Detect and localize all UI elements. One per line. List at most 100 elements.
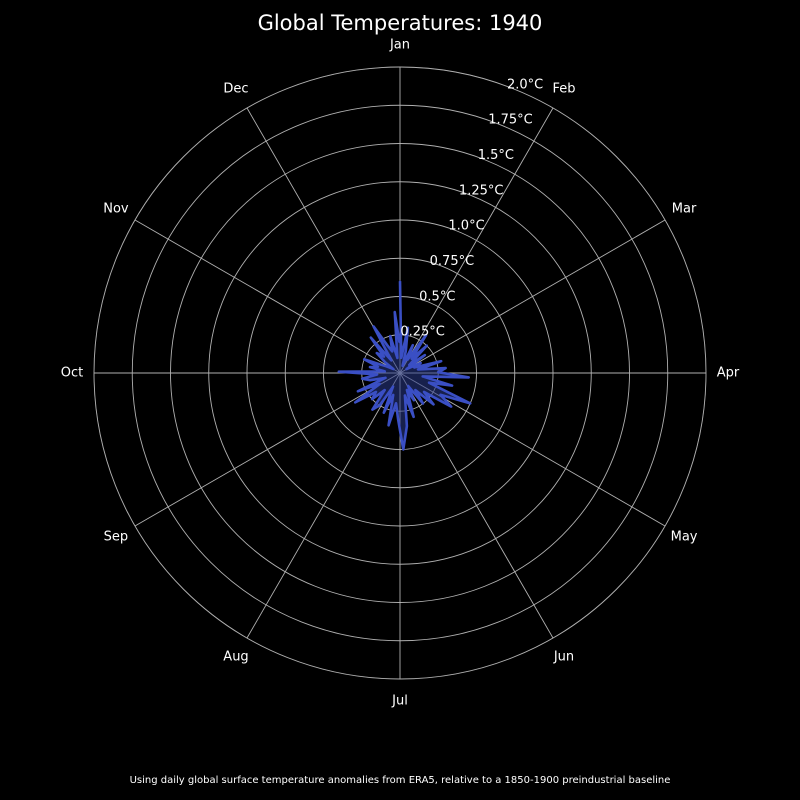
data-point [392, 394, 394, 396]
month-label-feb: Feb [552, 81, 575, 96]
data-point [398, 341, 401, 344]
data-point [369, 379, 372, 381]
data-point [406, 358, 409, 361]
radial-tick-label-3: 1.0°C [448, 219, 484, 234]
series-layer [337, 280, 472, 451]
data-point [392, 368, 395, 370]
data-point [385, 365, 388, 368]
data-point [390, 359, 393, 362]
data-point [412, 416, 415, 418]
data-point [407, 326, 409, 329]
data-point [400, 356, 403, 359]
data-point [432, 403, 435, 406]
data-point [428, 381, 430, 384]
data-point [410, 358, 413, 360]
data-point [357, 390, 359, 393]
month-label-apr: Apr [717, 366, 740, 381]
angular-gridline-8 [134, 372, 401, 527]
data-point [392, 385, 394, 388]
month-label-jul: Jul [391, 694, 408, 709]
chart-caption: Using daily global surface temperature a… [130, 775, 671, 786]
data-point [423, 391, 425, 393]
data-point [407, 385, 409, 387]
month-label-jan: Jan [389, 38, 410, 53]
data-point [393, 311, 396, 313]
data-point [371, 408, 374, 411]
month-label-jun: Jun [553, 650, 574, 665]
data-point [383, 411, 385, 414]
data-point [444, 367, 447, 369]
radial-tick-labels: 0.25°C 0.5°C 0.75°C 1.0°C 1.25°C 1.5°C 1.75°C 2… [400, 77, 543, 339]
data-point [406, 425, 408, 427]
data-point [413, 366, 416, 369]
data-point [406, 389, 408, 391]
month-label-sep: Sep [104, 530, 129, 545]
angular-gridline-10 [134, 219, 401, 374]
data-point [363, 358, 366, 361]
data-point [405, 350, 407, 352]
data-point [437, 371, 440, 373]
data-point [361, 377, 363, 380]
data-point [354, 401, 357, 404]
data-point [424, 354, 426, 356]
data-point [387, 424, 390, 427]
month-label-may: May [671, 530, 698, 545]
data-point [383, 389, 386, 391]
angular-gridline-2 [399, 219, 666, 374]
data-point [469, 402, 471, 405]
data-point [451, 384, 453, 387]
radial-tick-label-2: 0.75°C [430, 254, 475, 269]
data-point [411, 344, 414, 346]
data-point [396, 357, 399, 359]
month-label-oct: Oct [61, 366, 83, 381]
data-point [386, 344, 389, 346]
radial-tick-label-7: 2.0°C [507, 77, 543, 92]
data-point [401, 364, 404, 367]
angular-gridline-7 [246, 372, 401, 639]
month-label-aug: Aug [223, 650, 248, 665]
data-point [399, 280, 401, 283]
chart-title: Global Temperatures: 1940 [258, 11, 543, 35]
data-point [408, 364, 411, 366]
data-point [421, 375, 424, 378]
data-point [378, 404, 381, 407]
data-point [417, 368, 419, 371]
angular-gridline-5 [399, 372, 554, 639]
month-label-nov: Nov [103, 202, 129, 217]
data-point [405, 368, 408, 370]
radial-tick-label-6: 1.75°C [488, 113, 533, 128]
radial-tick-label-5: 1.5°C [478, 148, 514, 163]
data-point [389, 335, 392, 337]
data-point [383, 370, 386, 373]
data-point [467, 376, 470, 379]
data-point [372, 325, 375, 328]
angular-gridline-1 [399, 107, 554, 374]
series-fill-0 [338, 281, 471, 450]
data-point [391, 350, 394, 353]
data-point [369, 366, 371, 368]
radial-tick-label-4: 1.25°C [459, 183, 504, 198]
data-point [379, 383, 381, 385]
month-label-dec: Dec [223, 81, 248, 96]
data-point [439, 394, 442, 396]
data-point [422, 402, 424, 405]
data-point [384, 377, 387, 379]
data-point [338, 370, 340, 373]
data-point [384, 361, 386, 364]
data-point [425, 344, 428, 347]
data-point [370, 336, 372, 339]
data-point [402, 448, 405, 451]
data-point [375, 391, 377, 393]
data-point [375, 352, 378, 354]
data-point [395, 402, 397, 405]
data-point [419, 362, 422, 364]
data-point [383, 355, 385, 358]
month-label-mar: Mar [672, 202, 697, 217]
data-point [371, 398, 373, 400]
data-point [440, 360, 442, 362]
month-labels: Jan Feb Mar Apr May Jun Jul Aug Sep Oct Nov Dec [61, 38, 740, 709]
data-point [425, 334, 427, 336]
data-point [413, 399, 415, 402]
data-point [377, 365, 379, 368]
